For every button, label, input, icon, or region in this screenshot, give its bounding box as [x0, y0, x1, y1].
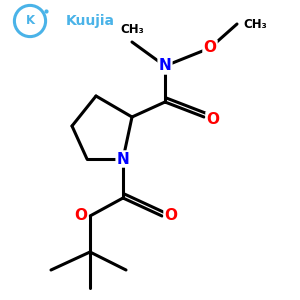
Text: O: O [203, 40, 217, 56]
Text: CH₃: CH₃ [243, 17, 267, 31]
Text: O: O [164, 208, 178, 224]
Text: Kuujia: Kuujia [66, 14, 115, 28]
Text: K: K [26, 14, 34, 28]
Text: CH₃: CH₃ [120, 23, 144, 36]
Text: N: N [159, 58, 171, 74]
Text: N: N [117, 152, 129, 166]
Text: O: O [74, 208, 88, 224]
Text: O: O [206, 112, 220, 128]
